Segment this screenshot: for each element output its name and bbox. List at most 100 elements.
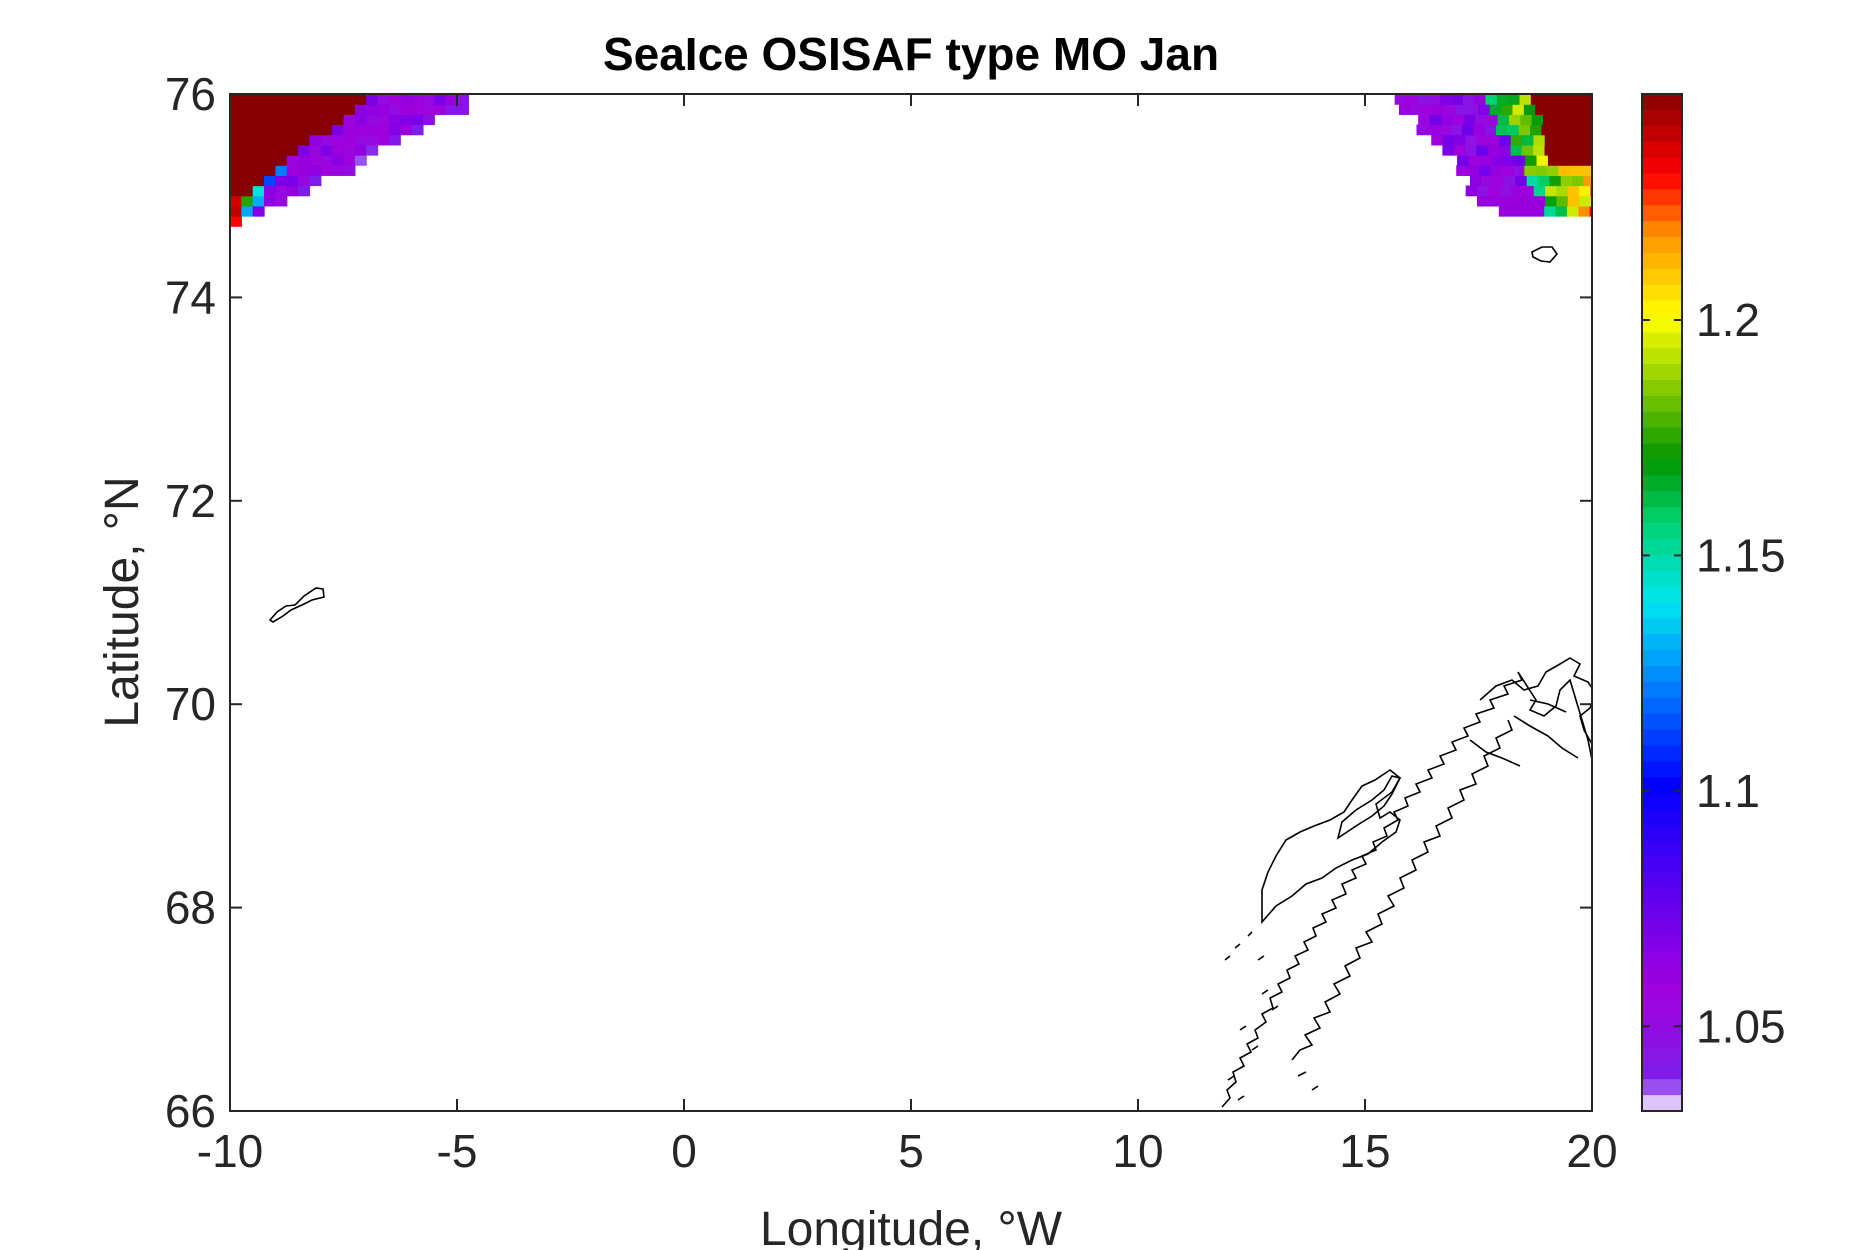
ice-cell (1538, 175, 1551, 187)
colorbar-segment (1642, 777, 1682, 794)
colorbar-segment (1642, 507, 1682, 524)
ice-cell (411, 94, 424, 105)
ice-cell (298, 155, 311, 166)
ice-cell (1541, 124, 1554, 136)
ice-cell (264, 94, 276, 105)
ice-cell (1491, 155, 1504, 166)
colorbar-ticks: 1.05 1.1 1.15 1.2 (1642, 294, 1786, 1052)
ice-cell (1583, 175, 1592, 187)
ice-cell (275, 144, 288, 156)
ice-cell (241, 165, 254, 176)
ice-cell (1467, 165, 1480, 176)
ice-cell (1421, 94, 1434, 95)
ice-cell (286, 155, 299, 166)
ice-cell (320, 124, 333, 136)
colorbar-segment (1642, 936, 1682, 953)
colorbar-segment (1642, 189, 1682, 206)
y-axis-ticks: 66 68 70 72 74 76 (165, 68, 1592, 1137)
ice-cell (479, 94, 492, 95)
ice-cell (1544, 144, 1557, 156)
x-tick-label: 20 (1566, 1125, 1617, 1177)
ice-cell (230, 114, 242, 126)
colorbar-segment (1642, 729, 1682, 747)
colorbar-segment (1642, 554, 1682, 572)
colorbar-segment (1642, 856, 1682, 874)
ice-cell (400, 94, 413, 105)
ice-cell (1510, 134, 1523, 146)
ice-cell (309, 134, 322, 146)
ice-cell (1453, 144, 1466, 156)
ice-cell (1567, 144, 1580, 156)
colorbar-segment (1642, 920, 1682, 937)
ice-cell (1463, 114, 1476, 126)
coastline-jan-mayen (268, 587, 325, 623)
ice-cell (298, 124, 311, 136)
ice-cell (1570, 155, 1583, 166)
x-tick-label: 5 (898, 1125, 924, 1177)
ice-cell (1589, 144, 1592, 156)
ice-cell (1586, 124, 1592, 136)
ice-cell (1544, 134, 1557, 146)
ice-cell (1531, 114, 1544, 126)
y-tick-label: 74 (165, 271, 216, 323)
ice-cell (1512, 94, 1525, 95)
colorbar-segment (1642, 141, 1682, 159)
ice-cell (1522, 195, 1535, 207)
ice-cell (264, 134, 276, 146)
ice-cell (1473, 124, 1486, 136)
ice-cell (1580, 94, 1592, 95)
ice-cell (1567, 185, 1580, 197)
colorbar-segment (1642, 348, 1682, 365)
ice-cell (1557, 104, 1570, 115)
colorbar-segment (1642, 284, 1682, 302)
ice-cell (1542, 94, 1555, 105)
ice-cell (366, 114, 379, 126)
sea-ice-data-layer (230, 94, 1592, 227)
ice-cell (1468, 155, 1481, 166)
ice-cell (1565, 114, 1578, 126)
ice-cell (332, 155, 345, 166)
coastline-bear-island (1531, 246, 1559, 263)
ice-cell (411, 114, 424, 126)
colorbar-segment (1642, 364, 1682, 381)
ice-cell (252, 205, 265, 217)
ice-cell (275, 134, 288, 146)
colorbar-segment (1642, 380, 1682, 397)
ice-cell (298, 175, 311, 187)
ice-cell (1533, 144, 1546, 156)
ice-cell (1502, 155, 1515, 166)
ice-cell (1499, 144, 1512, 156)
ice-cell (1552, 124, 1565, 136)
colorbar-segment (1642, 713, 1682, 731)
ice-cell (1442, 144, 1455, 156)
ice-cell (1511, 185, 1524, 197)
ice-cell (1578, 205, 1591, 217)
ice-cell (445, 94, 458, 105)
ice-cell (264, 185, 276, 197)
ice-cell (1451, 94, 1464, 105)
ice-cell (1512, 165, 1525, 176)
ice-cell (1560, 175, 1573, 187)
ice-cell (286, 124, 299, 136)
ice-cell (264, 124, 276, 136)
ice-cell (445, 104, 458, 115)
ice-cell (332, 114, 345, 126)
ice-cell (354, 155, 367, 166)
ice-cell (1577, 114, 1590, 126)
ice-cell (468, 94, 481, 95)
ice-cell (354, 124, 367, 136)
ice-cell (1387, 94, 1400, 95)
ice-cell (230, 155, 242, 166)
ice-cell (1564, 94, 1577, 105)
ice-cell (298, 144, 311, 156)
ice-cell (298, 94, 311, 95)
ice-cell (1545, 185, 1558, 197)
ice-cell (286, 185, 299, 197)
colorbar-segment (1642, 538, 1682, 556)
ice-cell (332, 165, 345, 176)
ice-cell (252, 114, 265, 126)
ice-cell (1569, 94, 1582, 95)
ice-cell (1496, 94, 1509, 105)
ice-cell (366, 124, 379, 136)
colorbar-segment (1642, 157, 1682, 175)
